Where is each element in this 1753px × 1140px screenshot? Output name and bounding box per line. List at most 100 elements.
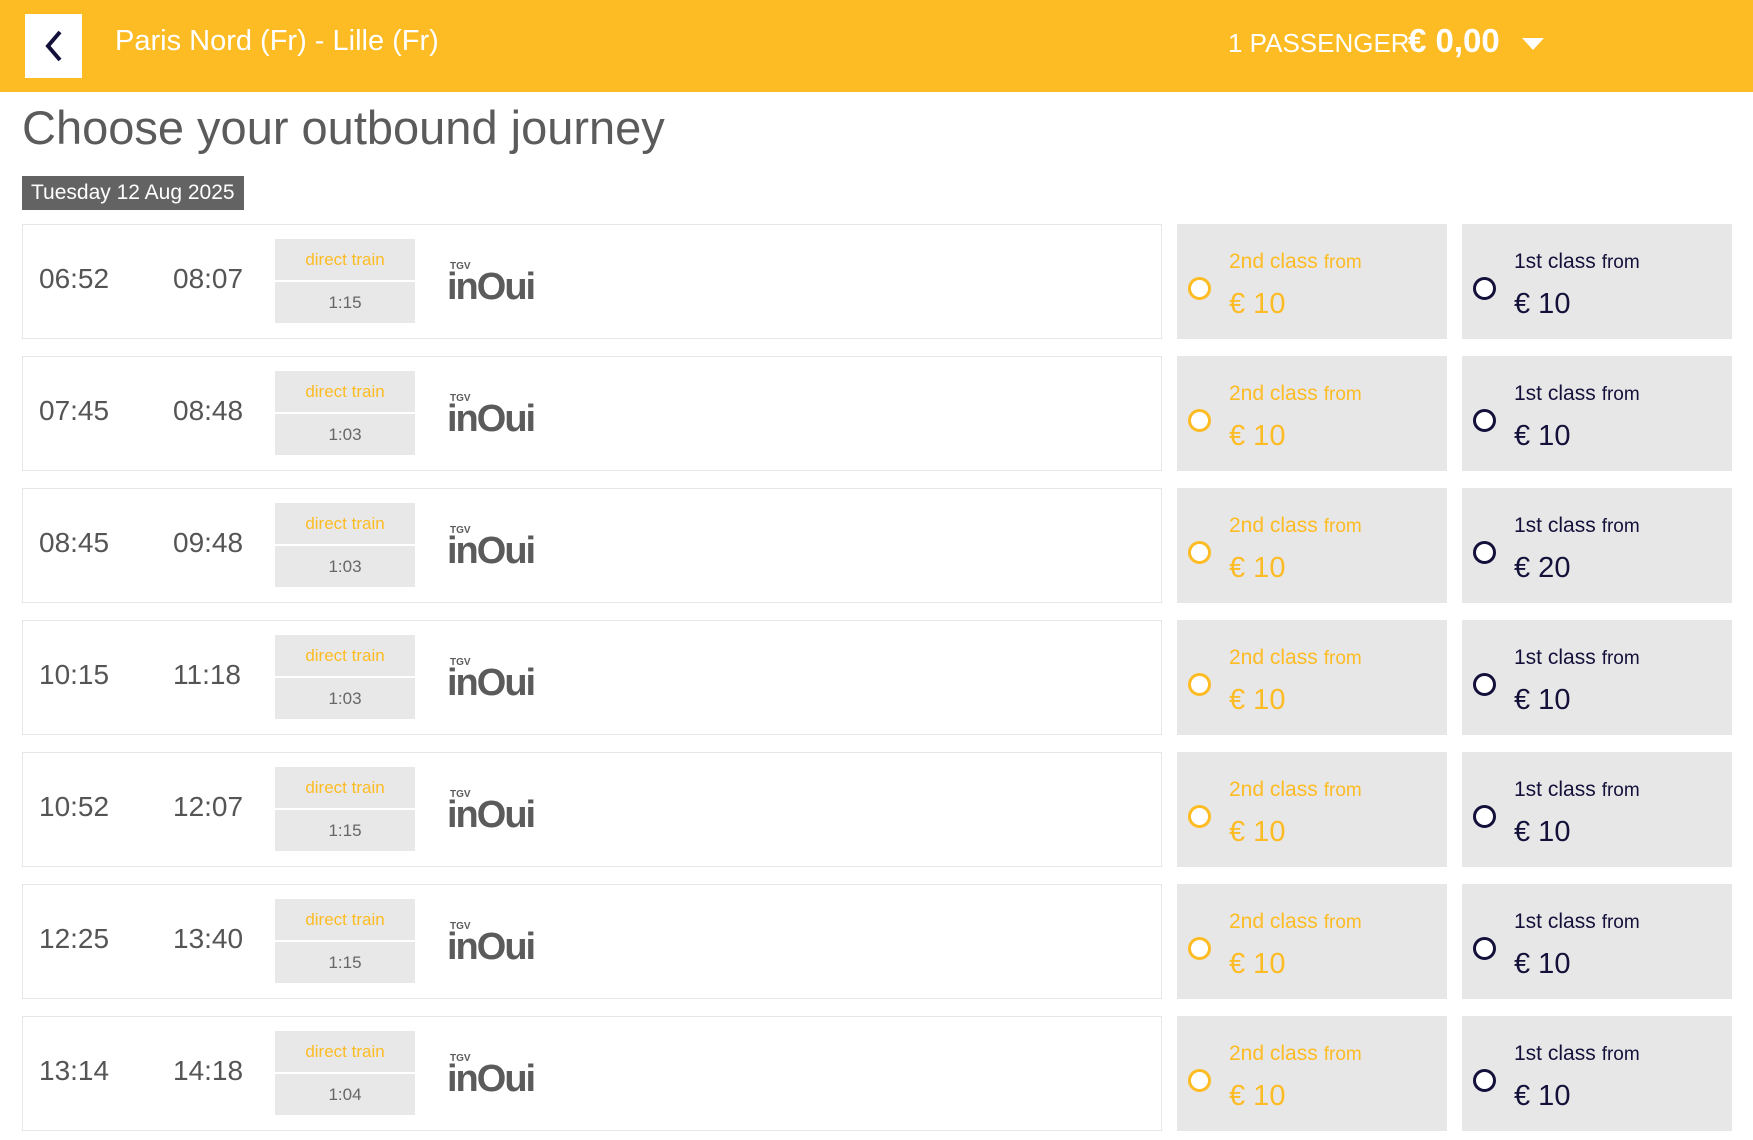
- departure-time: 10:52: [39, 791, 110, 822]
- first-class-fare[interactable]: 1st class from € 20: [1462, 488, 1732, 603]
- logo-inoui-text: inOui: [447, 398, 536, 440]
- duration: 1:15: [275, 282, 415, 323]
- first-class-fare[interactable]: 1st class from € 10: [1462, 884, 1732, 999]
- journey-row: 08:45 09:48 direct train 1:03 TGV inOui …: [22, 488, 1732, 603]
- from-label: from: [1323, 1044, 1362, 1065]
- from-label: from: [1601, 1044, 1640, 1065]
- total-price: € 0,00: [1408, 22, 1500, 59]
- from-label: from: [1323, 912, 1362, 933]
- first-class-price: € 10: [1514, 1080, 1571, 1112]
- second-class-radio[interactable]: [1188, 673, 1211, 696]
- second-class-radio[interactable]: [1188, 277, 1211, 300]
- tgv-inoui-logo: TGV inOui: [447, 525, 536, 570]
- departure-time: 07:45: [39, 395, 110, 426]
- first-class-fare[interactable]: 1st class from € 10: [1462, 620, 1732, 735]
- journey-card[interactable]: 08:45 09:48 direct train 1:03 TGV inOui: [22, 488, 1162, 603]
- back-button[interactable]: [25, 14, 82, 78]
- duration: 1:03: [275, 546, 415, 587]
- duration: 1:03: [275, 414, 415, 455]
- class-label: 1st class: [1514, 514, 1596, 537]
- journey-card[interactable]: 06:52 08:07 direct train 1:15 TGV inOui: [22, 224, 1162, 339]
- second-class-fare[interactable]: 2nd class from € 10: [1177, 1016, 1447, 1131]
- first-class-radio[interactable]: [1473, 277, 1496, 300]
- second-class-fare[interactable]: 2nd class from € 10: [1177, 620, 1447, 735]
- caret-down-icon[interactable]: [1522, 38, 1544, 50]
- route-title: Paris Nord (Fr) - Lille (Fr): [115, 25, 439, 57]
- second-class-price: € 10: [1229, 1080, 1286, 1112]
- from-label: from: [1323, 384, 1362, 405]
- passenger-count[interactable]: 1 PASSENGER: [1228, 28, 1410, 58]
- journey-row: 12:25 13:40 direct train 1:15 TGV inOui …: [22, 884, 1732, 999]
- from-label: from: [1601, 780, 1640, 801]
- duration: 1:15: [275, 810, 415, 851]
- first-class-radio[interactable]: [1473, 409, 1496, 432]
- class-label: 1st class: [1514, 1042, 1596, 1065]
- first-class-radio[interactable]: [1473, 805, 1496, 828]
- second-class-fare[interactable]: 2nd class from € 10: [1177, 488, 1447, 603]
- logo-tgv-text: TGV: [450, 657, 471, 668]
- from-label: from: [1601, 384, 1640, 405]
- logo-inoui-text: inOui: [447, 662, 536, 704]
- from-label: from: [1323, 648, 1362, 669]
- arrival-time: 13:40: [173, 923, 244, 954]
- first-class-fare[interactable]: 1st class from € 10: [1462, 356, 1732, 471]
- train-badge: direct train 1:15: [275, 899, 415, 983]
- departure-time: 12:25: [39, 923, 110, 954]
- tgv-inoui-logo: TGV inOui: [447, 393, 536, 438]
- first-class-fare[interactable]: 1st class from € 10: [1462, 752, 1732, 867]
- first-class-fare[interactable]: 1st class from € 10: [1462, 224, 1732, 339]
- from-label: from: [1323, 252, 1362, 273]
- chevron-left-icon: [44, 30, 62, 62]
- journey-row: 10:52 12:07 direct train 1:15 TGV inOui …: [22, 752, 1732, 867]
- class-label: 2nd class: [1229, 1042, 1318, 1065]
- journey-card[interactable]: 13:14 14:18 direct train 1:04 TGV inOui: [22, 1016, 1162, 1131]
- train-badge: direct train 1:15: [275, 239, 415, 323]
- second-class-radio[interactable]: [1188, 937, 1211, 960]
- from-label: from: [1323, 780, 1362, 801]
- first-class-price: € 20: [1514, 552, 1571, 584]
- train-badge: direct train 1:03: [275, 503, 415, 587]
- direct-train-label: direct train: [275, 503, 415, 544]
- journey-card[interactable]: 12:25 13:40 direct train 1:15 TGV inOui: [22, 884, 1162, 999]
- journey-card[interactable]: 07:45 08:48 direct train 1:03 TGV inOui: [22, 356, 1162, 471]
- departure-time: 10:15: [39, 659, 110, 690]
- first-class-price: € 10: [1514, 816, 1571, 848]
- journey-row: 13:14 14:18 direct train 1:04 TGV inOui …: [22, 1016, 1732, 1131]
- second-class-fare[interactable]: 2nd class from € 10: [1177, 356, 1447, 471]
- arrival-time: 14:18: [173, 1055, 244, 1086]
- first-class-price: € 10: [1514, 684, 1571, 716]
- second-class-price: € 10: [1229, 552, 1286, 584]
- second-class-radio[interactable]: [1188, 409, 1211, 432]
- page-title: Choose your outbound journey: [22, 101, 665, 154]
- class-label: 2nd class: [1229, 250, 1318, 273]
- second-class-radio[interactable]: [1188, 1069, 1211, 1092]
- class-label: 2nd class: [1229, 514, 1318, 537]
- second-class-radio[interactable]: [1188, 805, 1211, 828]
- first-class-radio[interactable]: [1473, 937, 1496, 960]
- first-class-fare[interactable]: 1st class from € 10: [1462, 1016, 1732, 1131]
- second-class-fare[interactable]: 2nd class from € 10: [1177, 752, 1447, 867]
- second-class-fare[interactable]: 2nd class from € 10: [1177, 884, 1447, 999]
- logo-tgv-text: TGV: [450, 1053, 471, 1064]
- tgv-inoui-logo: TGV inOui: [447, 1053, 536, 1098]
- first-class-radio[interactable]: [1473, 1069, 1496, 1092]
- direct-train-label: direct train: [275, 1031, 415, 1072]
- journey-card[interactable]: 10:52 12:07 direct train 1:15 TGV inOui: [22, 752, 1162, 867]
- second-class-price: € 10: [1229, 288, 1286, 320]
- journey-card[interactable]: 10:15 11:18 direct train 1:03 TGV inOui: [22, 620, 1162, 735]
- departure-time: 08:45: [39, 527, 110, 558]
- first-class-price: € 10: [1514, 288, 1571, 320]
- first-class-radio[interactable]: [1473, 541, 1496, 564]
- duration: 1:04: [275, 1074, 415, 1115]
- logo-tgv-text: TGV: [450, 261, 471, 272]
- tgv-inoui-logo: TGV inOui: [447, 657, 536, 702]
- class-label: 1st class: [1514, 910, 1596, 933]
- direct-train-label: direct train: [275, 239, 415, 280]
- logo-inoui-text: inOui: [447, 530, 536, 572]
- first-class-price: € 10: [1514, 420, 1571, 452]
- second-class-fare[interactable]: 2nd class from € 10: [1177, 224, 1447, 339]
- second-class-radio[interactable]: [1188, 541, 1211, 564]
- first-class-radio[interactable]: [1473, 673, 1496, 696]
- direct-train-label: direct train: [275, 635, 415, 676]
- arrival-time: 08:07: [173, 263, 244, 294]
